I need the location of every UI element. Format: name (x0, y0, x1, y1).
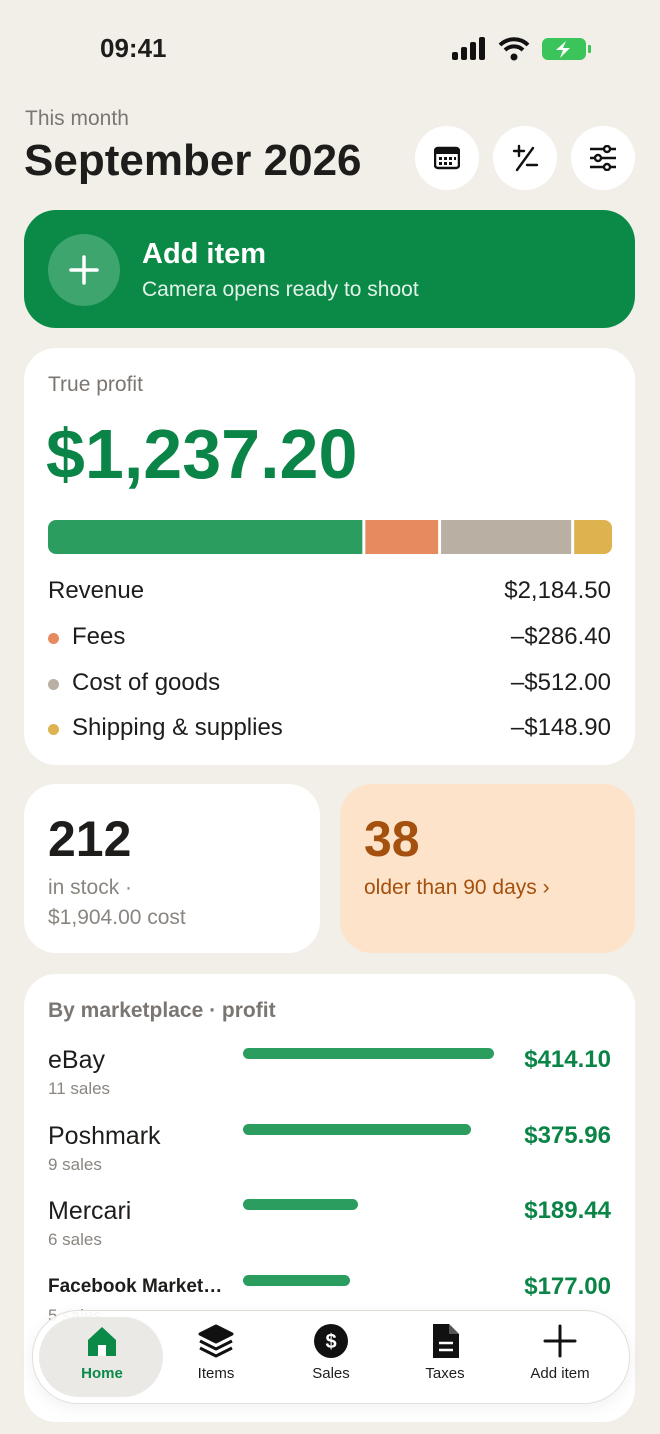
tab-label: Taxes (425, 1365, 465, 1382)
marketplace-sales: 6 sales (48, 1230, 102, 1249)
breakdown-segment (48, 520, 363, 554)
legend-dot (48, 633, 59, 644)
deduction-name: Cost of goods (72, 668, 221, 696)
calendar-icon (434, 146, 460, 170)
stock-caption: in stock · (48, 876, 133, 899)
profit-card: True profit $1,237.20 Revenue $2,184.50 … (24, 348, 635, 765)
marketplace-bar (243, 1274, 351, 1286)
stock-count: 212 (48, 811, 132, 867)
marketplace-bar (243, 1123, 471, 1135)
deduction-name: Shipping & supplies (72, 714, 283, 741)
marketplace-title: By marketplace · profit (48, 999, 276, 1022)
aging-card[interactable]: 38 older than 90 days › (340, 784, 635, 953)
deduction-value: –$148.90 (510, 714, 611, 741)
revenue-name: Revenue (48, 577, 145, 604)
status-icons (452, 37, 591, 61)
tab-label: Home (81, 1365, 123, 1382)
tab-label: Sales (312, 1365, 350, 1382)
plus-minus-button[interactable] (493, 126, 557, 190)
svg-text:$: $ (325, 1331, 336, 1353)
marketplace-name: Mercari (48, 1197, 132, 1225)
marketplace-name: Poshmark (48, 1121, 161, 1150)
filter-button[interactable] (571, 126, 635, 190)
deduction-value: –$286.40 (510, 623, 611, 650)
profit-label: True profit (48, 373, 143, 396)
aging-count: 38 (364, 811, 420, 867)
marketplace-name: Facebook Market… (48, 1275, 223, 1297)
deduction-name: Fees (72, 623, 126, 650)
tab[interactable]: Items (161, 1323, 271, 1382)
tab[interactable]: Add item (505, 1323, 615, 1382)
marketplace-bar (243, 1048, 494, 1059)
marketplace-profit: $177.00 (524, 1272, 611, 1300)
marketplace-profit: $414.10 (524, 1046, 611, 1073)
marketplace-bar (243, 1199, 358, 1210)
tab-icon (543, 1324, 577, 1358)
add-item-button[interactable]: Add item Camera opens ready to shoot (24, 210, 635, 328)
tab-bar: Home Items $ Sales Taxes Add item (32, 1310, 630, 1404)
marketplace-sales: 11 sales (48, 1079, 111, 1098)
stock-cost: $1,904.00 cost (48, 906, 186, 929)
breakdown-segment (441, 520, 572, 554)
filter-icon (590, 145, 616, 171)
legend-dot (48, 678, 59, 690)
tab-icon (433, 1324, 459, 1358)
marketplace-profit: $189.44 (524, 1197, 611, 1224)
breakdown-segment (365, 520, 439, 554)
tab-icon: $ (314, 1324, 348, 1358)
stock-card[interactable]: 212 in stock · $1,904.00 cost (24, 784, 320, 953)
plus-minus-icon (512, 144, 539, 172)
add-item-subtitle: Camera opens ready to shoot (142, 278, 419, 301)
tab-label: Add item (530, 1365, 590, 1382)
tab[interactable]: $ Sales (276, 1323, 386, 1382)
tab-icon (198, 1324, 234, 1358)
legend-dot (48, 724, 59, 735)
marketplace-name: eBay (48, 1046, 105, 1074)
aging-caption: older than 90 days › (364, 876, 550, 899)
deduction-value: –$512.00 (510, 668, 611, 696)
add-item-icon (48, 234, 120, 306)
header-title: September 2026 (24, 136, 362, 185)
calendar-button[interactable] (415, 126, 479, 190)
marketplace-profit: $375.96 (524, 1121, 611, 1149)
revenue-value: $2,184.50 (504, 577, 611, 604)
marketplace-sales: 9 sales (48, 1154, 102, 1174)
profit-amount: $1,237.20 (46, 415, 358, 493)
add-item-title: Add item (142, 238, 267, 270)
profit-breakdown-bar (48, 520, 612, 554)
header-eyebrow: This month (25, 107, 129, 130)
tab-label: Items (197, 1365, 235, 1382)
breakdown-segment (574, 520, 612, 554)
tab-icon (88, 1327, 116, 1356)
tab[interactable]: Home (47, 1323, 157, 1382)
tab[interactable]: Taxes (390, 1323, 500, 1382)
status-time: 09:41 (100, 33, 167, 63)
